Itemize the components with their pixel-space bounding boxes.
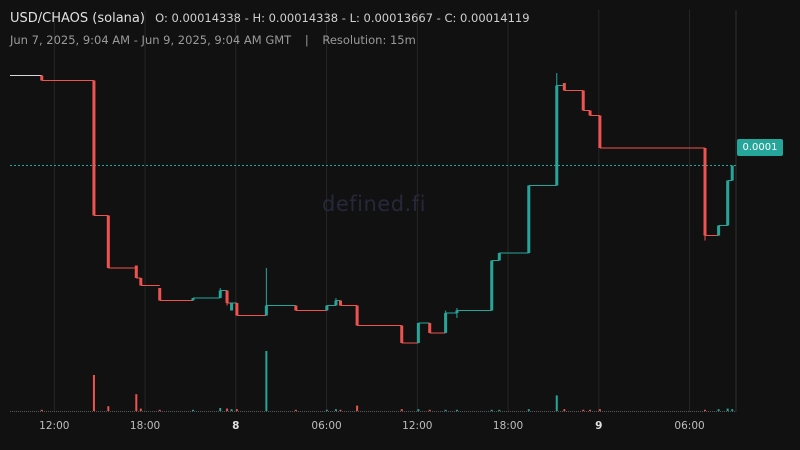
candle-body (400, 325, 404, 343)
ohlc-readout: O: 0.00014338 - H: 0.00014338 - L: 0.000… (155, 11, 530, 25)
candle-body (444, 313, 448, 333)
volume-bar (334, 409, 337, 411)
candle-body (92, 80, 96, 216)
candle-body (527, 185, 531, 253)
volume-bar (356, 405, 359, 411)
volume-bar (139, 408, 142, 411)
candle-body (730, 165, 734, 181)
price-step-line (10, 75, 733, 344)
volume-bar (325, 409, 328, 411)
current-price-badge: 0.0001 (737, 139, 783, 156)
volume-bar (219, 408, 222, 411)
candle-body (497, 253, 501, 261)
pair-title: USD/CHAOS (solana) (10, 11, 145, 26)
watermark: defined.fi (322, 192, 426, 216)
candle-body (428, 323, 432, 333)
chart-header: USD/CHAOS (solana) O: 0.00014338 - H: 0.… (10, 11, 530, 26)
volume-bar (490, 409, 493, 411)
candle-body (294, 305, 298, 311)
volume-bar (498, 409, 501, 411)
candle-body (191, 298, 195, 301)
volume-bar (563, 409, 566, 411)
volume-bar (726, 408, 729, 411)
candle-body (717, 225, 721, 236)
candle-body (598, 115, 602, 148)
chart-subheader: Jun 7, 2025, 9:04 AM - Jun 9, 2025, 9:04… (10, 33, 416, 47)
candle-body (134, 265, 138, 278)
candle-body (555, 85, 559, 186)
volume-bar (135, 394, 138, 411)
volume-bar (400, 409, 403, 411)
x-tick-label: 8 (232, 420, 239, 432)
candle-body (490, 260, 494, 311)
volume-bar (598, 409, 601, 411)
volume-bar (92, 375, 95, 411)
volume-bar (339, 409, 342, 411)
volume-bar (731, 409, 734, 411)
date-range: Jun 7, 2025, 9:04 AM - Jun 9, 2025, 9:04… (10, 33, 292, 47)
volume-bar (527, 409, 530, 411)
candle-body (158, 288, 162, 301)
candle-body (703, 148, 707, 236)
candle-body (230, 303, 234, 311)
candle-body (139, 278, 143, 286)
x-tick-label: 12:00 (402, 420, 432, 432)
candles (40, 73, 734, 343)
volume-bar (294, 409, 297, 411)
volume-bar (107, 406, 110, 411)
candle-body (455, 310, 459, 313)
volume-bar (158, 409, 161, 411)
candle-body (562, 83, 566, 91)
volume-bar (40, 409, 43, 411)
candle-body (106, 215, 110, 268)
candle-body (588, 110, 592, 116)
volume-bar (703, 409, 706, 411)
resolution-label: Resolution: 15m (322, 33, 416, 47)
volume-bar (428, 409, 431, 411)
candle-body (581, 90, 585, 111)
volume-bar (455, 409, 458, 411)
volume-bars (40, 351, 734, 411)
candle-body (355, 305, 359, 326)
volume-bar (717, 409, 720, 411)
x-tick-label: 18:00 (130, 420, 160, 432)
x-tick-label: 06:00 (311, 420, 341, 432)
candle-body (225, 290, 229, 303)
volume-bar (192, 409, 195, 411)
volume-bar (589, 409, 592, 411)
grid-lines (53, 10, 737, 412)
volume-bar (226, 408, 229, 411)
x-tick-label: 18:00 (493, 420, 523, 432)
candle-body (334, 300, 338, 306)
volume-bar (265, 351, 268, 411)
x-tick-label: 12:00 (39, 420, 69, 432)
candle-body (416, 323, 420, 343)
x-tick-label: 9 (595, 420, 602, 432)
volume-bar (582, 409, 585, 411)
x-tick-label: 06:00 (674, 420, 704, 432)
candle-body (264, 305, 268, 316)
candle-body (235, 303, 239, 316)
volume-bar (230, 409, 233, 411)
volume-bar (555, 395, 558, 411)
candle-body (325, 305, 329, 311)
candle-body (726, 180, 730, 226)
candle-body (338, 300, 342, 306)
volume-bar (417, 409, 420, 411)
candle-body (40, 75, 44, 81)
candle-body (218, 290, 222, 298)
header-separator: | (304, 33, 309, 47)
volume-bar (444, 409, 447, 411)
x-axis: 12:00 18:00 8 06:00 12:00 18:00 9 06:00 (39, 420, 705, 432)
volume-bar (235, 409, 238, 411)
